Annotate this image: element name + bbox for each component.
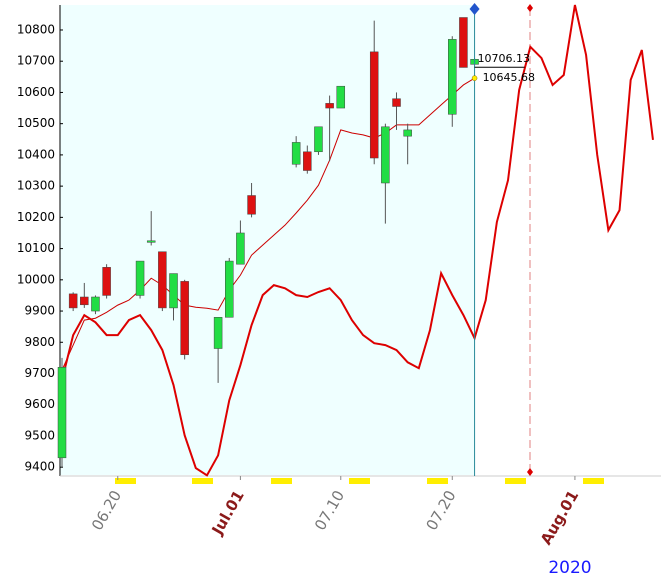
candle-body xyxy=(392,98,401,107)
candle-body xyxy=(213,317,223,349)
x-tick-label: 07.20 xyxy=(423,487,460,533)
y-tick-label: 10200 xyxy=(17,210,55,224)
candle-body xyxy=(135,260,145,296)
candle-body xyxy=(236,232,245,265)
last-marker xyxy=(469,3,480,15)
candle-body xyxy=(325,103,334,109)
candle-body xyxy=(459,17,468,68)
y-tick-label: 9900 xyxy=(24,304,55,318)
y-tick-label: 10300 xyxy=(17,179,55,193)
y-tick-label: 10500 xyxy=(17,116,55,130)
y-tick-label: 10000 xyxy=(17,272,55,286)
trend-line xyxy=(61,4,654,477)
x-tick-label: Jul.01 xyxy=(208,487,248,538)
candle-body xyxy=(169,273,178,309)
candle-body xyxy=(247,195,256,215)
y-tick-label: 9800 xyxy=(24,335,55,349)
candle-body xyxy=(57,367,67,459)
candle-body xyxy=(303,151,312,171)
y-tick-label: 9400 xyxy=(24,460,55,474)
candle-body xyxy=(180,281,189,356)
y-tick-label: 10400 xyxy=(17,147,55,161)
candle-body xyxy=(448,39,457,115)
x-tick-label: 06.20 xyxy=(88,487,125,533)
price-label: 10706.13 xyxy=(478,52,531,65)
week-markers xyxy=(115,478,604,484)
y-tick-label: 10600 xyxy=(17,85,55,99)
y-tick-label: 9700 xyxy=(24,366,55,380)
candle-body xyxy=(314,126,323,153)
candle-body xyxy=(225,260,234,318)
y-tick-label: 10700 xyxy=(17,54,55,68)
candle-body xyxy=(91,296,100,312)
candle-body xyxy=(158,251,167,309)
candle-body xyxy=(336,85,346,109)
y-tick-label: 10100 xyxy=(17,241,55,255)
y-tick-label: 9500 xyxy=(24,428,55,442)
price-dot xyxy=(471,75,478,81)
candle-body xyxy=(381,126,390,184)
candle-body xyxy=(80,296,89,306)
y-tick-label: 10800 xyxy=(17,22,55,36)
y-tick-label: 9600 xyxy=(24,397,55,411)
trend-line xyxy=(61,77,475,371)
plot-background xyxy=(60,5,475,475)
x-tick-label: Aug.01 xyxy=(537,487,582,548)
price-label: 10645.68 xyxy=(483,71,536,84)
candle-body xyxy=(102,267,111,296)
x-tick-label: 07.10 xyxy=(311,487,348,533)
candle-body xyxy=(369,51,379,159)
candle-body xyxy=(291,142,301,165)
candle-body xyxy=(68,293,78,309)
candle-body xyxy=(146,240,156,243)
candle-body xyxy=(403,129,412,137)
year-label: 2020 xyxy=(548,558,591,578)
